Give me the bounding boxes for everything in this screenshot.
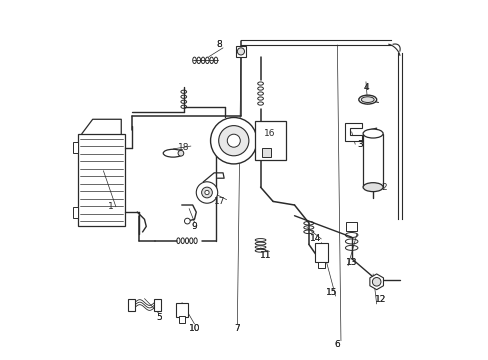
Ellipse shape	[361, 97, 373, 103]
Text: 5: 5	[156, 313, 162, 322]
Text: 3: 3	[357, 140, 363, 149]
Circle shape	[372, 278, 380, 286]
Polygon shape	[73, 143, 78, 153]
Text: 13: 13	[345, 258, 357, 267]
Circle shape	[237, 48, 244, 55]
Text: 4: 4	[363, 83, 368, 92]
Text: 12: 12	[374, 295, 385, 304]
Polygon shape	[73, 207, 78, 217]
Ellipse shape	[163, 149, 183, 157]
Text: 9: 9	[191, 222, 197, 231]
Text: 15: 15	[325, 288, 337, 297]
Text: 16: 16	[263, 129, 275, 138]
Text: 7: 7	[234, 324, 240, 333]
Bar	[255, 121, 285, 160]
Text: 8: 8	[216, 40, 222, 49]
Bar	[175, 302, 188, 317]
Text: 18: 18	[178, 143, 189, 152]
Bar	[179, 316, 184, 323]
Text: 11: 11	[260, 251, 271, 260]
Circle shape	[210, 117, 257, 164]
Text: 10: 10	[188, 324, 200, 333]
Text: 13: 13	[345, 258, 357, 267]
Bar	[346, 222, 356, 231]
Ellipse shape	[363, 129, 382, 138]
Circle shape	[201, 187, 212, 198]
Polygon shape	[369, 274, 383, 290]
Text: 2: 2	[380, 183, 386, 192]
Circle shape	[196, 182, 217, 203]
Text: 7: 7	[234, 324, 240, 333]
Ellipse shape	[363, 183, 382, 192]
Circle shape	[204, 190, 209, 195]
Text: 6: 6	[334, 340, 340, 349]
Polygon shape	[344, 123, 362, 141]
Text: 10: 10	[188, 324, 200, 333]
Bar	[78, 134, 124, 226]
Text: 4: 4	[363, 83, 368, 92]
Text: 11: 11	[260, 251, 271, 260]
Bar	[128, 298, 135, 311]
Text: 8: 8	[216, 40, 222, 49]
Circle shape	[227, 134, 240, 147]
Text: 9: 9	[191, 222, 197, 231]
Text: 5: 5	[156, 313, 162, 322]
Text: 6: 6	[334, 340, 340, 349]
Text: 1: 1	[107, 202, 113, 211]
Bar	[154, 298, 161, 311]
Text: 12: 12	[374, 295, 385, 304]
Text: 3: 3	[357, 140, 363, 149]
Bar	[317, 262, 324, 267]
Bar	[314, 243, 327, 262]
Ellipse shape	[178, 150, 183, 156]
Text: 17: 17	[213, 197, 225, 206]
Circle shape	[184, 218, 190, 224]
Bar	[262, 148, 271, 157]
Ellipse shape	[358, 95, 376, 104]
Bar	[363, 134, 382, 187]
Circle shape	[218, 126, 248, 156]
Text: 14: 14	[309, 234, 321, 243]
Text: 15: 15	[325, 288, 337, 297]
Text: 14: 14	[309, 234, 321, 243]
Bar	[235, 46, 246, 57]
